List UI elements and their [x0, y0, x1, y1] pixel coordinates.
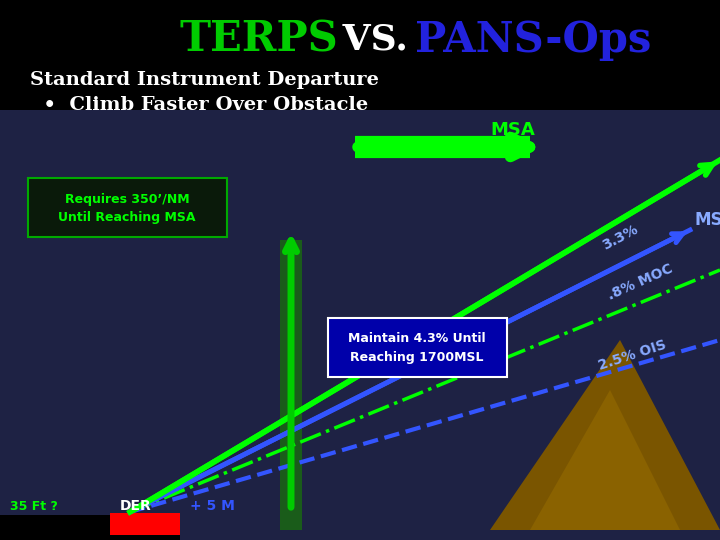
Text: •  Climb Faster Over Obstacle: • Climb Faster Over Obstacle	[30, 96, 368, 114]
Bar	[0, 0, 720, 110]
Text: DER: DER	[120, 499, 152, 513]
Bar	[110, 513, 180, 535]
Text: .8% MOC: .8% MOC	[606, 261, 675, 303]
Polygon shape	[530, 390, 680, 530]
Text: TERPS: TERPS	[180, 19, 338, 61]
Text: Standard Instrument Departure: Standard Instrument Departure	[30, 71, 379, 89]
Text: Maintain 4.3% Until
Reaching 1700MSL: Maintain 4.3% Until Reaching 1700MSL	[348, 333, 486, 363]
Text: 3.3%: 3.3%	[600, 222, 640, 253]
Text: PANS-Ops: PANS-Ops	[415, 19, 652, 61]
Text: MSA: MSA	[695, 211, 720, 229]
Bar	[280, 240, 302, 530]
Polygon shape	[490, 340, 720, 530]
FancyBboxPatch shape	[328, 318, 507, 377]
Bar	[0, 110, 720, 540]
Text: MSA: MSA	[490, 121, 535, 139]
Text: Requires 350’/NM
Until Reaching MSA: Requires 350’/NM Until Reaching MSA	[58, 192, 196, 224]
Text: VS.: VS.	[330, 23, 420, 57]
Bar	[0, 515, 180, 540]
Text: 35 Ft ?: 35 Ft ?	[10, 500, 58, 513]
Text: + 5 M: + 5 M	[190, 499, 235, 513]
FancyBboxPatch shape	[28, 178, 227, 237]
Text: 2.5% OIS: 2.5% OIS	[597, 338, 668, 373]
